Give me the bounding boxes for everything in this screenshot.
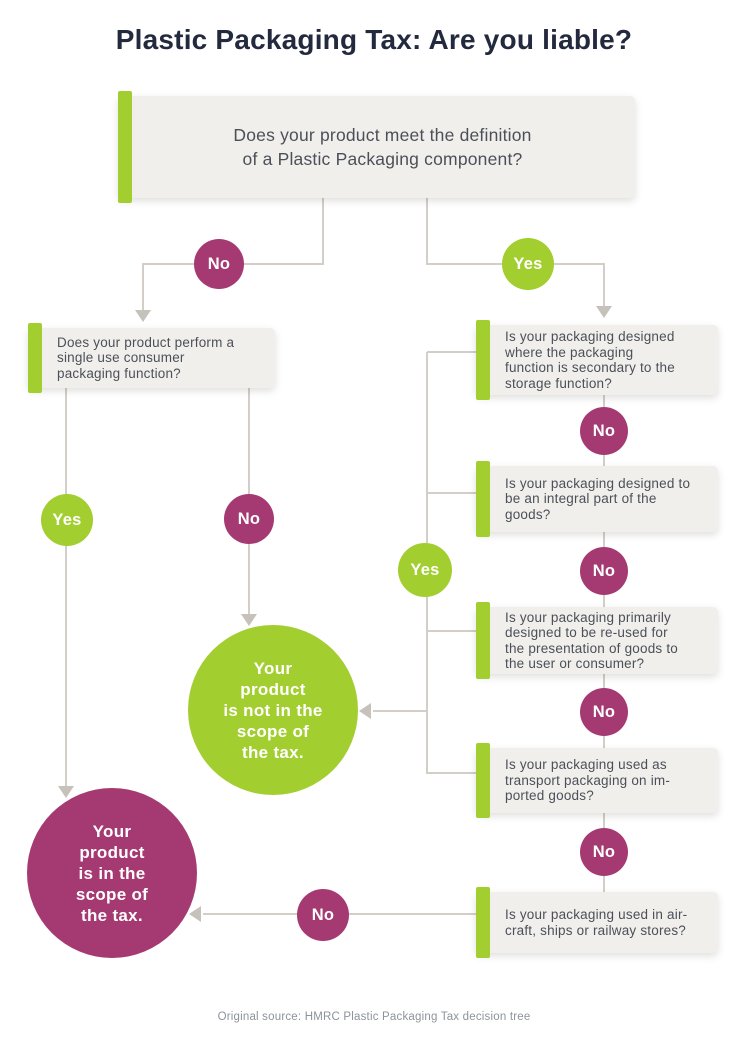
question-text-right-1: Is your packaging designed where the pac… [505, 329, 675, 391]
connector-root-to-yes-branch [426, 198, 428, 264]
arrowhead-into-in-scope-side [189, 906, 201, 922]
question-box-right-2: Is your packaging designed to be an inte… [476, 461, 718, 537]
question-text-right-4: Is your packaging used as transport pack… [505, 757, 671, 804]
decision-circle-no-2: No [580, 547, 628, 595]
question-text-right-5: Is your packaging used in air- craft, sh… [505, 907, 688, 938]
question-box-right-3: Is your packaging primarily designed to … [476, 602, 718, 679]
connector-to-right-question-1 [603, 263, 605, 307]
decision-circle-no-bottom: No [297, 889, 349, 941]
connector-collector-to-box-4 [427, 772, 477, 774]
arrowhead-into-in-scope-circle [58, 786, 74, 798]
question-box-right-5: Is your packaging used in air- craft, sh… [476, 887, 718, 958]
page-title: Plastic Packaging Tax: Are you liable? [115, 24, 633, 55]
decision-circle-no-3: No [580, 688, 628, 736]
green-accent-bar [476, 320, 490, 400]
green-accent-bar [118, 91, 132, 203]
connector-collector-to-not-in-scope [373, 710, 427, 712]
green-accent-bar [476, 743, 490, 818]
question-box-right-4: Is your packaging used as transport pack… [476, 743, 718, 818]
green-accent-bar [476, 887, 490, 958]
connector-collector-to-box-1 [427, 351, 477, 353]
decision-circle-yes-root: Yes [502, 238, 554, 290]
question-box-root: Does your product meet the definition of… [118, 91, 635, 203]
outcome-circle-not-in-scope: Your product is not in the scope of the … [188, 625, 358, 795]
connector-to-left-question [142, 263, 144, 311]
connector-root-to-no-branch [322, 198, 324, 264]
connector-collector-to-box-3 [427, 630, 477, 632]
decision-circle-yes-left: Yes [41, 494, 93, 546]
arrowhead-into-not-in-scope-circle [241, 614, 257, 626]
decision-circle-yes-collector: Yes [398, 543, 452, 597]
green-accent-bar [28, 323, 42, 393]
connector-left-yes-line [65, 388, 67, 786]
question-box-right-1: Is your packaging designed where the pac… [476, 320, 718, 400]
question-box-left: Does your product perform a single use c… [28, 323, 275, 393]
decision-circle-no-root: No [194, 239, 244, 289]
arrowhead-into-right-question-1 [596, 306, 612, 318]
outcome-circle-in-scope: Your product is in the scope of the tax. [27, 788, 197, 958]
arrowhead-into-left-question [135, 310, 151, 322]
question-text-left: Does your product perform a single use c… [57, 334, 235, 381]
question-text-right-3: Is your packaging primarily designed to … [505, 609, 678, 672]
question-text-root: Does your product meet the definition of… [233, 125, 532, 169]
question-text-right-2: Is your packaging designed to be an inte… [505, 475, 691, 522]
decision-circle-no-1: No [580, 407, 628, 455]
connector-collector-to-box-2 [427, 492, 477, 494]
decision-circle-no-4: No [580, 828, 628, 876]
arrowhead-into-not-in-scope-side [359, 703, 371, 719]
green-accent-bar [476, 461, 490, 537]
source-attribution: Original source: HMRC Plastic Packaging … [217, 1011, 531, 1023]
green-accent-bar [476, 602, 490, 679]
decision-circle-no-left: No [224, 494, 274, 544]
